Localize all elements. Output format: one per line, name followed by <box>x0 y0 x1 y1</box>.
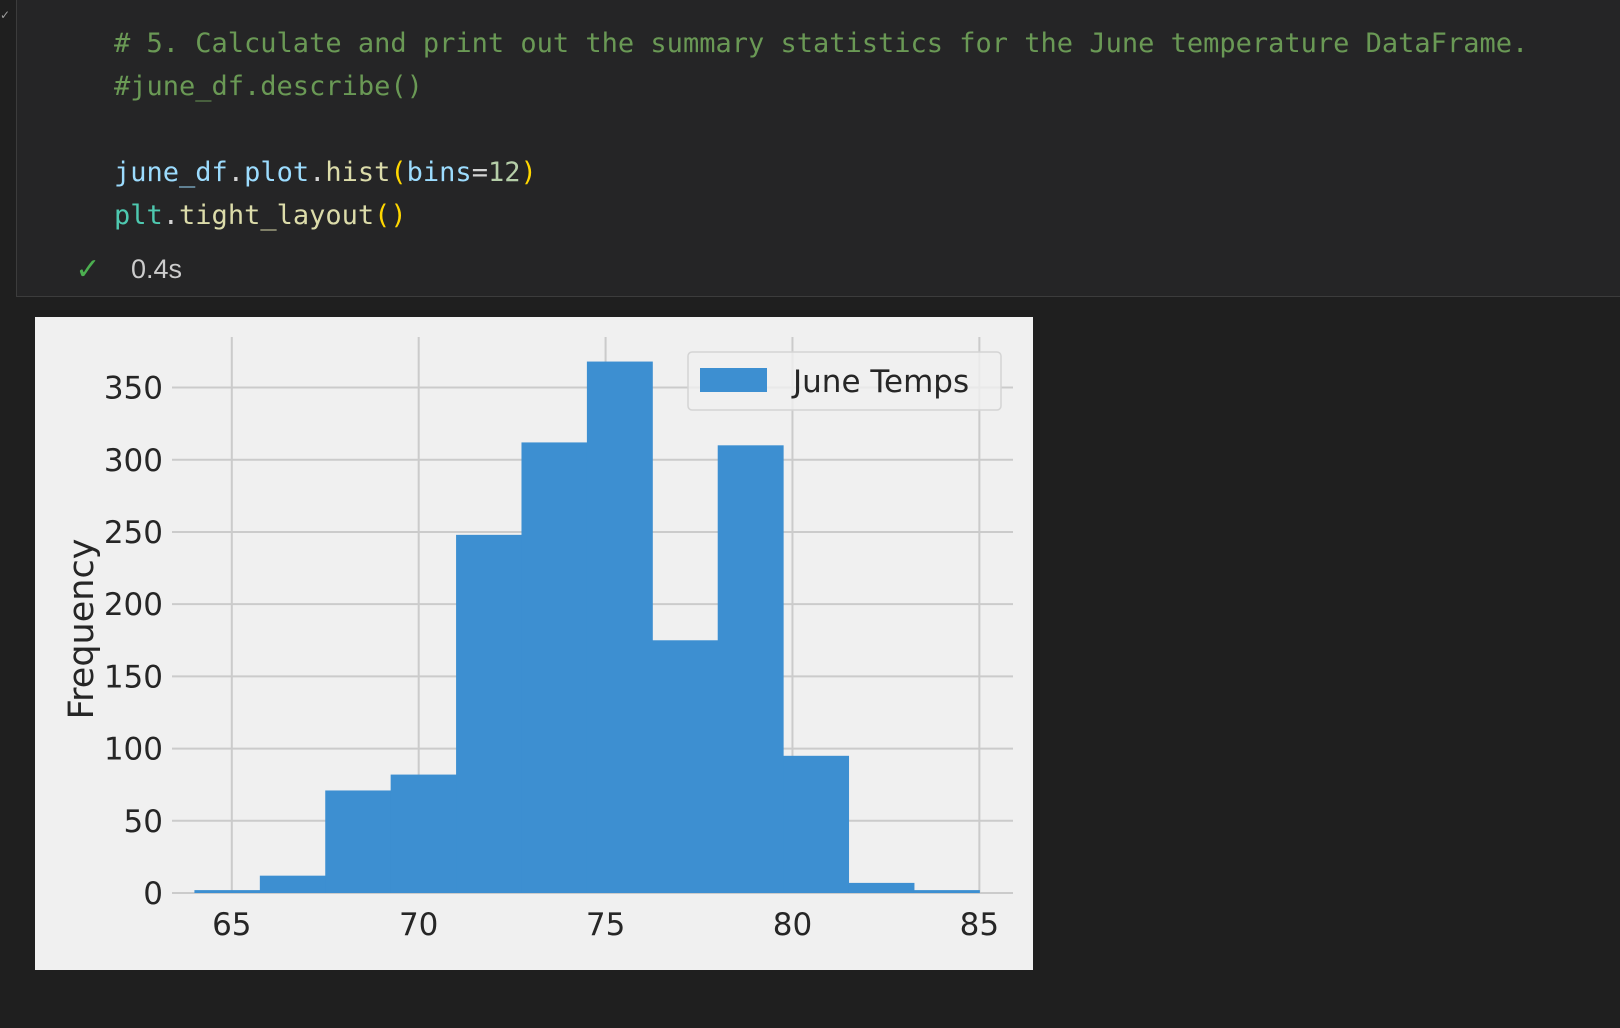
execution-duration: 0.4s <box>131 254 183 284</box>
histogram-bar <box>913 890 980 893</box>
histogram-bar <box>848 882 915 893</box>
check-icon: ✓ <box>75 253 101 286</box>
histogram-chart: 0 50 100 150 200 250 300 350 65 70 75 80 85 Frequency… <box>62 337 1013 943</box>
code-editor[interactable]: # 5. Calculate and print out the summary… <box>114 22 1528 237</box>
legend-box <box>687 351 1002 411</box>
histogram-bar <box>456 534 522 893</box>
code-token: 12 <box>487 157 521 188</box>
code-token: . <box>162 200 180 231</box>
histogram-bar <box>521 442 588 893</box>
legend-swatch <box>700 368 767 392</box>
code-token: # 5. Calculate and print out the summary… <box>114 28 1529 59</box>
cell-output: 0 50 100 150 200 250 300 350 65 70 75 80 85 Frequency… <box>35 317 1033 970</box>
histogram-bar <box>586 361 653 893</box>
code-token: . <box>309 157 326 188</box>
histogram-bar <box>259 875 326 893</box>
collapse-marker: ✓ <box>0 8 11 22</box>
y-tick-label: 250 <box>104 515 163 551</box>
code-token: hist <box>325 157 391 188</box>
code-token: = <box>471 157 488 188</box>
y-tick-label: 50 <box>124 804 163 840</box>
histogram-bar <box>194 890 261 893</box>
legend-label: June Temps <box>791 364 969 400</box>
histogram-bar <box>325 790 392 893</box>
x-tick-label: 65 <box>212 907 251 943</box>
y-tick-label: 350 <box>104 371 163 407</box>
code-token: tight_layout <box>179 200 375 231</box>
execution-status: ✓ 0.4s <box>73 252 182 287</box>
code-token: june_df <box>114 157 228 188</box>
code-cell[interactable]: # 5. Calculate and print out the summary… <box>16 0 1620 297</box>
histogram-bar <box>717 445 784 893</box>
code-token: . <box>227 157 245 188</box>
code-line: june_df.plot.hist(bins=12) <box>114 151 1528 194</box>
code-token: () <box>374 200 407 231</box>
histogram-bar <box>390 774 457 893</box>
code-line <box>114 108 1528 151</box>
y-tick-label: 200 <box>104 587 163 623</box>
code-token: bins <box>406 157 472 188</box>
code-line: #june_df.describe() <box>114 65 1528 108</box>
code-token: ( <box>390 157 407 188</box>
code-line: plt.tight_layout() <box>114 194 1528 237</box>
code-token: plt <box>114 200 163 231</box>
y-axis-label: Frequency <box>62 539 102 720</box>
x-tick-label: 75 <box>586 907 625 943</box>
x-tick-label: 70 <box>399 907 438 943</box>
x-tick-label: 85 <box>960 907 999 943</box>
code-token: plot <box>244 157 310 188</box>
code-token: #june_df.describe() <box>114 71 423 102</box>
code-token: ) <box>520 157 537 188</box>
y-tick-label: 300 <box>104 443 163 479</box>
histogram-bar <box>783 755 850 893</box>
y-tick-label: 0 <box>143 876 163 912</box>
y-tick-label: 150 <box>104 659 163 695</box>
histogram-bar <box>652 640 719 893</box>
code-line: # 5. Calculate and print out the summary… <box>114 22 1528 65</box>
x-tick-label: 80 <box>773 907 812 943</box>
y-tick-label: 100 <box>104 732 163 768</box>
